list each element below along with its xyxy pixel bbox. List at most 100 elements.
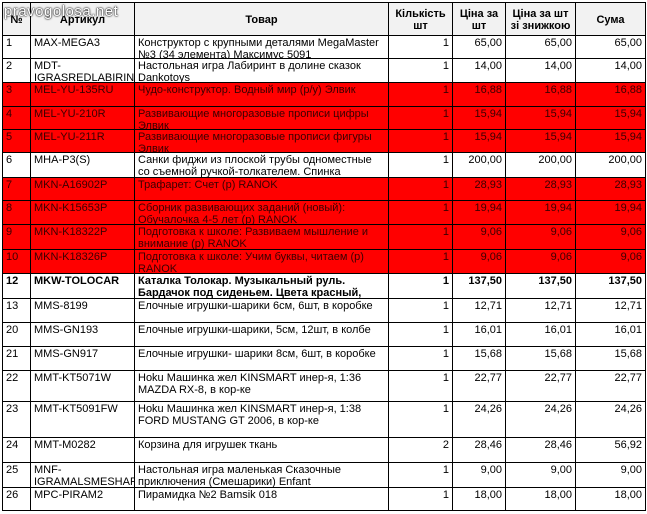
cell-text: MMT-KT5071W xyxy=(34,372,112,384)
cell-text: 1 xyxy=(442,300,449,312)
cell: Hoku Машинка жел KINSMART инер-я, 1:36 M… xyxy=(134,370,389,402)
cell-text: 1 xyxy=(442,275,449,287)
cell-text: Сборник развивающих заданий (новый): Обу… xyxy=(138,202,346,224)
cell-text: Пирамидка №2 Bamsik 018 xyxy=(138,489,278,501)
cell: 56,92 xyxy=(575,437,646,463)
cell: 1 xyxy=(388,249,453,274)
cell: 19,94 xyxy=(505,200,576,225)
cell: Трафарет: Счет (р) RANOK xyxy=(134,177,389,201)
cell: 1 xyxy=(388,35,453,59)
cell: Корзина для игрушек ткань xyxy=(134,437,389,463)
cell-text: 26 xyxy=(6,489,19,501)
cell-text: 22,77 xyxy=(544,372,572,384)
cell-text: Развивающие многоразовые прописи фигуры … xyxy=(138,131,372,152)
cell-text: 9,00 xyxy=(480,464,502,476)
cell: 1 xyxy=(388,273,453,299)
header-cell: Ціна за шт xyxy=(452,2,506,36)
cell-text: 14,00 xyxy=(544,60,572,72)
cell: 28,93 xyxy=(575,177,646,201)
cell-text: 15,94 xyxy=(614,108,642,120)
cell: 65,00 xyxy=(452,35,506,59)
cell-text: 1 xyxy=(442,372,449,384)
cell: 9 xyxy=(2,224,31,250)
cell-text: MPC-PIRAM2 xyxy=(34,489,104,501)
cell-text: Елочные игрушки-шарики 6см, 6шт, в короб… xyxy=(138,300,373,312)
row: 1 MAX-MEGA3 Конструктор с крупными деталям… xyxy=(2,35,646,59)
cell: 22 xyxy=(2,370,31,402)
cell-text: 15,68 xyxy=(614,348,642,360)
cell-text: 65,00 xyxy=(614,37,642,49)
cell: 26 xyxy=(2,487,31,511)
cell-text: Подготовка к школе: Учим буквы, читаем (… xyxy=(138,251,364,273)
cell-text: 13 xyxy=(6,300,19,312)
cell: 9,00 xyxy=(505,462,576,488)
cell: 200,00 xyxy=(505,152,576,178)
cell-text: MKN-K15653P xyxy=(34,202,108,214)
cell-text: Корзина для игрушек ткань xyxy=(138,439,278,451)
cell: MKN-K18322P xyxy=(30,224,135,250)
cell: 1 xyxy=(388,224,453,250)
cell-text: 14,00 xyxy=(614,60,642,72)
cell: 1 xyxy=(2,35,31,59)
cell-text: 7 xyxy=(6,179,13,191)
cell: 9,06 xyxy=(505,249,576,274)
cell-text: 28,93 xyxy=(544,179,572,191)
cell: 12,71 xyxy=(505,298,576,323)
cell: 22,77 xyxy=(505,370,576,402)
cell: 16,01 xyxy=(575,322,646,347)
cell-text: MEL-YU-135RU xyxy=(34,84,114,96)
cell: Каталка Толокар. Музыкальный руль. Барда… xyxy=(134,273,389,299)
cell: Конструктор с крупными деталями MegaMast… xyxy=(134,35,389,59)
cell: 25 xyxy=(2,462,31,488)
cell: 7 xyxy=(2,177,31,201)
cell-text: 9,06 xyxy=(550,251,572,263)
cell: 24,26 xyxy=(575,401,646,438)
cell: MPC-PIRAM2 xyxy=(30,487,135,511)
cell: 22,77 xyxy=(575,370,646,402)
cell-text: 1 xyxy=(442,108,449,120)
row: 10 MKN-K18326P Подготовка к школе: Учим бу… xyxy=(2,249,646,274)
row: 8 MKN-K15653P Сборник развивающих заданий … xyxy=(2,200,646,225)
cell-text: 24,26 xyxy=(474,403,502,415)
cell-text: 1 xyxy=(442,60,449,72)
cell: MMS-GN917 xyxy=(30,346,135,371)
row: 24 MMT-M0282 Корзина для игрушек ткань 2 28,… xyxy=(2,437,646,463)
cell-text: 1 xyxy=(442,464,449,476)
cell: 12,71 xyxy=(452,298,506,323)
cell-text: 1 xyxy=(442,179,449,191)
cell: 12,71 xyxy=(575,298,646,323)
row: 4 MEL-YU-210R Развивающие многоразовые про… xyxy=(2,106,646,130)
cell-text: 22,77 xyxy=(614,372,642,384)
cell-text: Настольная игра маленькая Сказочные прик… xyxy=(138,464,341,487)
cell: MKN-K15653P xyxy=(30,200,135,225)
cell-text: 15,94 xyxy=(614,131,642,143)
cell: 16,01 xyxy=(452,322,506,347)
cell-text: MEL-YU-211R xyxy=(34,131,105,143)
cell: Сборник развивающих заданий (новый): Обу… xyxy=(134,200,389,225)
cell-text: 28,93 xyxy=(474,179,502,191)
cell: Подготовка к школе: Развиваем мышление и… xyxy=(134,224,389,250)
cell: 1 xyxy=(388,129,453,153)
cell-text: MKW-TOLOCAR xyxy=(34,275,120,287)
cell: 9,00 xyxy=(575,462,646,488)
cell-text: 1 xyxy=(442,324,449,336)
cell: Настольная игра Лабиринт в долине сказок… xyxy=(134,58,389,83)
cell: 15,68 xyxy=(452,346,506,371)
row: 2 MDT-IGRASREDLABIRINT Настольная игра Лаб… xyxy=(2,58,646,83)
cell-text: Чудо-конструктор. Водный мир (р/у) Элвик xyxy=(138,84,356,96)
cell: MMT-M0282 xyxy=(30,437,135,463)
header-cell: Ціна за шт зі знижкою xyxy=(505,2,576,36)
cell: 10 xyxy=(2,249,31,274)
cell-text: 1 xyxy=(442,348,449,360)
cell-text: 1 xyxy=(442,154,449,166)
cell: 137,50 xyxy=(505,273,576,299)
cell-text: 3 xyxy=(6,84,13,96)
cell: 9,06 xyxy=(452,224,506,250)
row: 9 MKN-K18322P Подготовка к школе: Развивае… xyxy=(2,224,646,250)
header-cell: Сума xyxy=(575,2,646,36)
cell-text: 25 xyxy=(6,464,19,476)
cell-text: 2 xyxy=(6,60,13,72)
cell: 15,68 xyxy=(575,346,646,371)
header-text: Ціна за шт xyxy=(459,7,499,32)
cell: 9,06 xyxy=(575,249,646,274)
